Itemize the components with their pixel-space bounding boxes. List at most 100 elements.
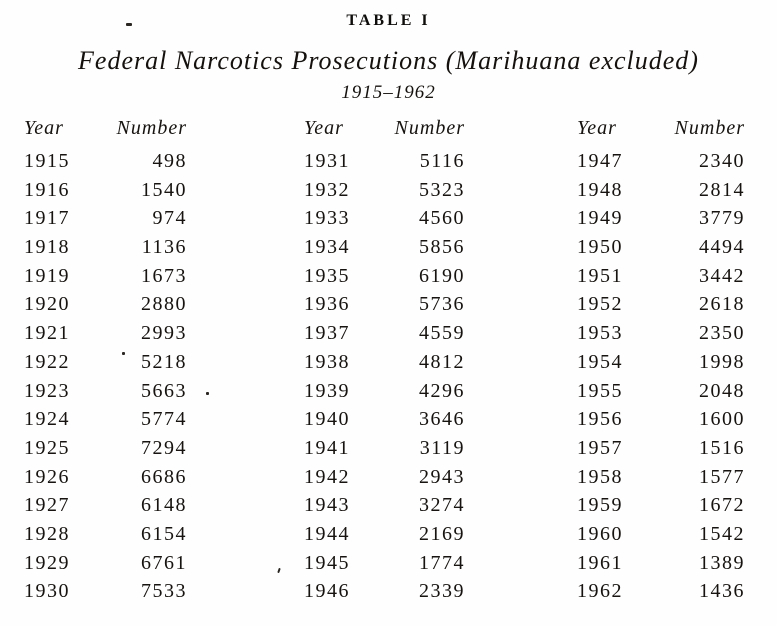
year-cell: 1921: [24, 322, 70, 345]
number-cell: 2618: [699, 293, 745, 316]
number-cell: 974: [152, 207, 187, 230]
number-cell: 2340: [699, 150, 745, 172]
year-cell: 1917: [24, 207, 70, 230]
table-row: 1952 2618: [577, 293, 745, 322]
number-cell: 6761: [141, 551, 187, 574]
number-column-header: Number: [674, 117, 745, 139]
year-column-header: Year: [577, 117, 617, 139]
table-row: 1935 6190: [304, 265, 465, 294]
year-cell: 1954: [577, 350, 623, 373]
year-cell: 1927: [24, 494, 70, 517]
table-row: 1928 6154: [24, 523, 187, 552]
year-cell: 1941: [304, 436, 350, 459]
year-cell: 1939: [304, 379, 350, 402]
number-cell: 3779: [699, 207, 745, 230]
table-header-row: Year Number: [24, 117, 187, 150]
table-row: 1946 2339: [304, 580, 465, 609]
table-row: 1916 1540: [24, 179, 187, 208]
number-cell: 1600: [699, 408, 745, 431]
number-cell: 1673: [141, 264, 187, 287]
number-cell: 3646: [419, 408, 465, 431]
year-cell: 1930: [24, 580, 70, 603]
number-cell: 7533: [141, 580, 187, 603]
year-column-header: Year: [304, 117, 344, 139]
table-row: 1930 7533: [24, 580, 187, 609]
year-cell: 1949: [577, 207, 623, 230]
year-cell: 1944: [304, 522, 350, 545]
number-cell: 1542: [699, 522, 745, 545]
table-row: 1957 1516: [577, 437, 745, 466]
year-cell: 1959: [577, 494, 623, 517]
year-cell: 1928: [24, 522, 70, 545]
year-cell: 1956: [577, 408, 623, 431]
table-header-row: Year Number: [304, 117, 465, 150]
year-cell: 1924: [24, 408, 70, 431]
number-cell: 5774: [141, 408, 187, 431]
table-row: 1947 2340: [577, 150, 745, 179]
scan-artifact: [126, 23, 132, 26]
year-cell: 1925: [24, 436, 70, 459]
table-row: 1948 2814: [577, 179, 745, 208]
number-cell: 2814: [699, 178, 745, 201]
table-row: 1938 4812: [304, 351, 465, 380]
number-cell: 1540: [141, 178, 187, 201]
year-cell: 1919: [24, 264, 70, 287]
table-row: 1923 5663: [24, 380, 187, 409]
table-row: 1954 1998: [577, 351, 745, 380]
table-row: 1962 1436: [577, 580, 745, 609]
table-group-3: Year Number 1947 2340 1948 2814 1949 3779 1950 44…: [577, 117, 745, 609]
number-cell: 5856: [419, 236, 465, 259]
table-title: Federal Narcotics Prosecutions (Marihuan…: [78, 46, 699, 75]
number-cell: 1436: [699, 580, 745, 603]
year-column-header: Year: [24, 117, 64, 139]
year-cell: 1962: [577, 580, 623, 603]
year-cell: 1923: [24, 379, 70, 402]
number-column-header: Number: [116, 117, 187, 139]
number-cell: 6154: [141, 522, 187, 545]
year-cell: 1950: [577, 236, 623, 259]
number-cell: 1672: [699, 494, 745, 517]
table-row: 1937 4559: [304, 322, 465, 351]
table-row: 1919 1673: [24, 265, 187, 294]
table-row: 1936 5736: [304, 293, 465, 322]
year-cell: 1916: [24, 178, 70, 201]
number-cell: 2350: [699, 322, 745, 345]
year-cell: 1955: [577, 379, 623, 402]
number-cell: 4559: [419, 322, 465, 345]
table-row: 1922 5218: [24, 351, 187, 380]
year-cell: 1951: [577, 264, 623, 287]
number-cell: 3274: [419, 494, 465, 517]
table-row: 1921 2993: [24, 322, 187, 351]
table-row: 1958 1577: [577, 466, 745, 495]
scan-artifact: [122, 352, 125, 355]
table-row: 1949 3779: [577, 207, 745, 236]
year-cell: 1957: [577, 436, 623, 459]
number-cell: 5663: [141, 379, 187, 402]
year-cell: 1935: [304, 264, 350, 287]
table-row: 1931 5116: [304, 150, 465, 179]
number-cell: 6686: [141, 465, 187, 488]
number-cell: 4494: [699, 236, 745, 259]
table-row: 1917 974: [24, 207, 187, 236]
table-row: 1925 7294: [24, 437, 187, 466]
year-cell: 1953: [577, 322, 623, 345]
scan-artifact: [206, 392, 209, 395]
table-row: 1918 1136: [24, 236, 187, 265]
table-row: 1956 1600: [577, 408, 745, 437]
year-cell: 1947: [577, 150, 623, 172]
number-cell: 3442: [699, 264, 745, 287]
table-row: 1929 6761: [24, 552, 187, 581]
table-row: 1945 1774: [304, 552, 465, 581]
number-cell: 1136: [141, 236, 187, 259]
number-cell: 1774: [419, 551, 465, 574]
year-cell: 1942: [304, 465, 350, 488]
year-cell: 1932: [304, 178, 350, 201]
table-label: TABLE I: [346, 12, 431, 29]
number-cell: 2993: [141, 322, 187, 345]
number-cell: 5116: [419, 150, 465, 172]
table-row: 1932 5323: [304, 179, 465, 208]
table-row: 1944 2169: [304, 523, 465, 552]
year-cell: 1940: [304, 408, 350, 431]
number-cell: 4560: [419, 207, 465, 230]
